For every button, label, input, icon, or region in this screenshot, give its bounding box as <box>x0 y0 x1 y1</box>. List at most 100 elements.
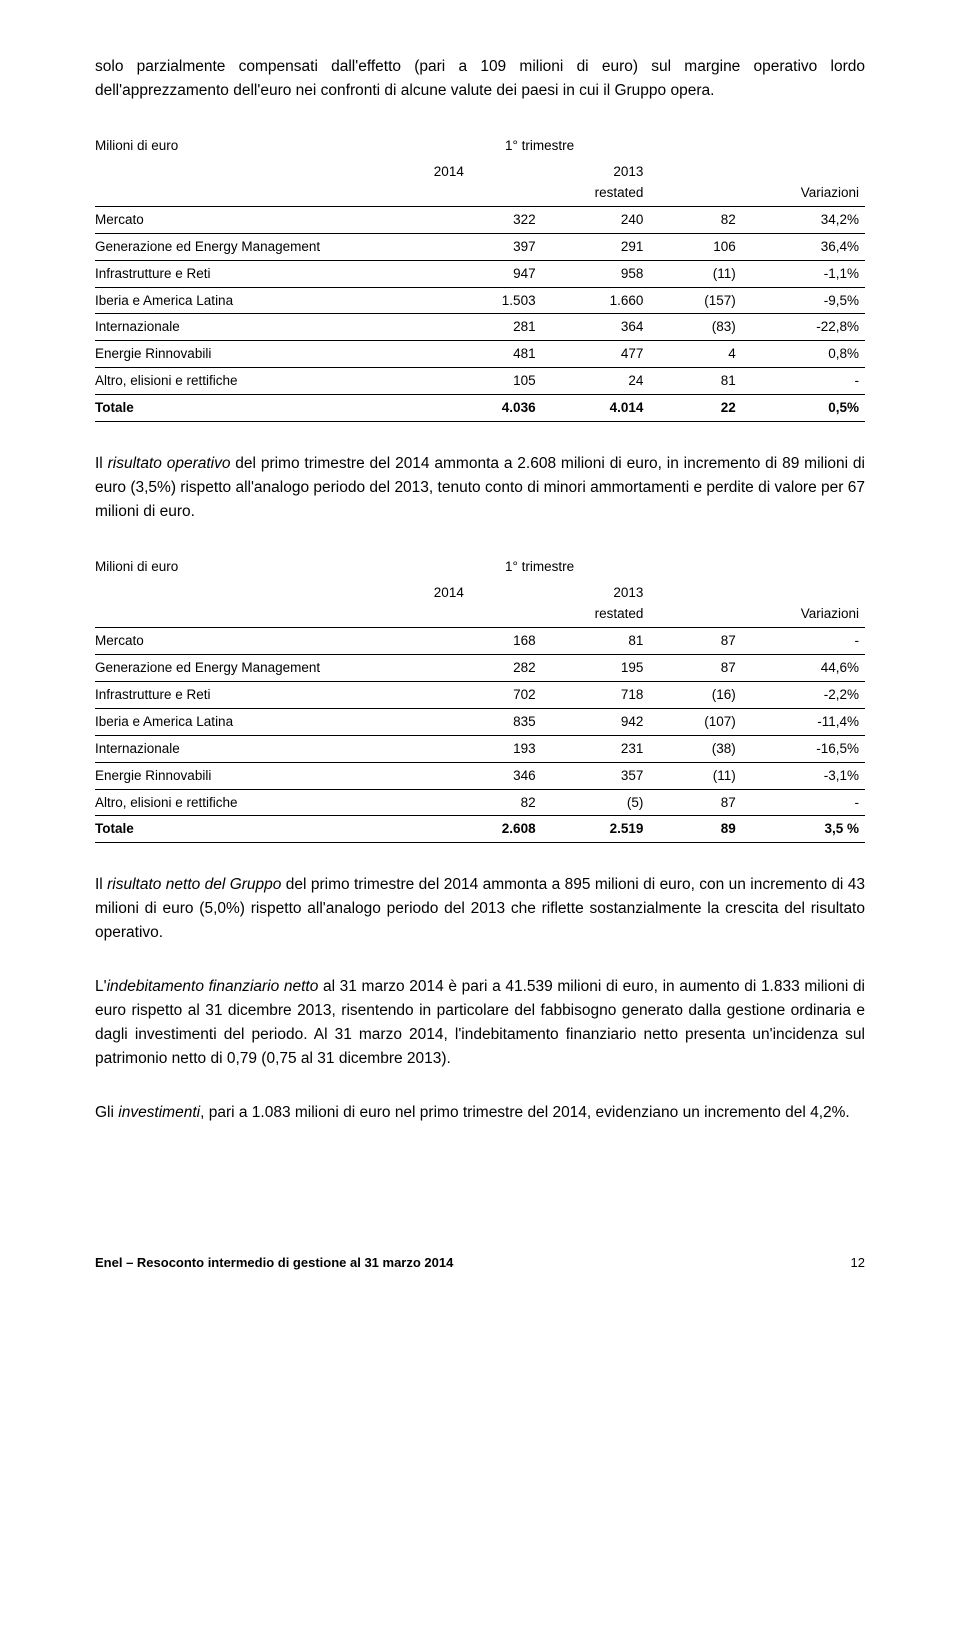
cell-value: 4.014 <box>542 395 650 422</box>
cell-value: - <box>742 368 865 395</box>
table-header-var: Variazioni <box>742 554 865 627</box>
table-header-period: 1° trimestre <box>434 554 650 580</box>
table-row: Mercato1688187- <box>95 627 865 654</box>
table-header-2013-a: 2013 <box>613 585 643 600</box>
cell-value: 322 <box>434 206 542 233</box>
cell-value: -11,4% <box>742 708 865 735</box>
cell-value: 357 <box>542 762 650 789</box>
cell-value: (11) <box>649 762 741 789</box>
cell-value: (16) <box>649 681 741 708</box>
table-header-blank <box>649 133 741 206</box>
table-header-left: Milioni di euro <box>95 554 434 627</box>
table-header-2014: 2014 <box>434 580 542 627</box>
cell-value: 346 <box>434 762 542 789</box>
cell-value: -3,1% <box>742 762 865 789</box>
cell-label: Mercato <box>95 627 434 654</box>
cell-value: 1.503 <box>434 287 542 314</box>
table-header-period: 1° trimestre <box>434 133 650 159</box>
table-row: Internazionale193231(38)-16,5% <box>95 735 865 762</box>
cell-value: 22 <box>649 395 741 422</box>
table-header-blank <box>649 554 741 627</box>
cell-value: 0,5% <box>742 395 865 422</box>
cell-label: Iberia e America Latina <box>95 287 434 314</box>
cell-value: 0,8% <box>742 341 865 368</box>
cell-value: 282 <box>434 654 542 681</box>
table-risultato-operativo: Milioni di euro 1° trimestre Variazioni … <box>95 554 865 843</box>
table-row: Infrastrutture e Reti947958(11)-1,1% <box>95 260 865 287</box>
cell-value: 231 <box>542 735 650 762</box>
cell-label: Energie Rinnovabili <box>95 762 434 789</box>
text-fragment: Gli <box>95 1104 118 1121</box>
table-row: Infrastrutture e Reti702718(16)-2,2% <box>95 681 865 708</box>
cell-value: 4.036 <box>434 395 542 422</box>
cell-value: - <box>742 627 865 654</box>
text-fragment: Il <box>95 876 107 893</box>
table-row: Internazionale281364(83)-22,8% <box>95 314 865 341</box>
table-header-var: Variazioni <box>742 133 865 206</box>
table-header-2013: 2013 restated <box>542 159 650 206</box>
cell-value: -22,8% <box>742 314 865 341</box>
cell-value: 106 <box>649 233 741 260</box>
table-header-2013-b: restated <box>595 185 644 200</box>
cell-value: 240 <box>542 206 650 233</box>
cell-value: 81 <box>542 627 650 654</box>
cell-value: 2.519 <box>542 816 650 843</box>
table-header-2013-b: restated <box>595 606 644 621</box>
cell-label: Infrastrutture e Reti <box>95 681 434 708</box>
paragraph-indebitamento: L'indebitamento finanziario netto al 31 … <box>95 975 865 1071</box>
cell-value: 87 <box>649 627 741 654</box>
cell-value: 702 <box>434 681 542 708</box>
paragraph-investimenti: Gli investimenti, pari a 1.083 milioni d… <box>95 1101 865 1125</box>
table-ebitda: Milioni di euro 1° trimestre Variazioni … <box>95 133 865 422</box>
cell-value: (107) <box>649 708 741 735</box>
cell-value: 87 <box>649 789 741 816</box>
cell-value: 291 <box>542 233 650 260</box>
cell-value: 82 <box>649 206 741 233</box>
cell-value: 4 <box>649 341 741 368</box>
table-row: Energie Rinnovabili48147740,8% <box>95 341 865 368</box>
cell-value: 44,6% <box>742 654 865 681</box>
table-row: Energie Rinnovabili346357(11)-3,1% <box>95 762 865 789</box>
text-fragment: Il <box>95 455 108 472</box>
footer-title: Enel – Resoconto intermedio di gestione … <box>95 1255 453 1270</box>
cell-value: 105 <box>434 368 542 395</box>
cell-value: 89 <box>649 816 741 843</box>
cell-label: Infrastrutture e Reti <box>95 260 434 287</box>
cell-label: Altro, elisioni e rettifiche <box>95 789 434 816</box>
paragraph-risultato-operativo: Il risultato operativo del primo trimest… <box>95 452 865 524</box>
cell-label: Iberia e America Latina <box>95 708 434 735</box>
cell-value: 34,2% <box>742 206 865 233</box>
table-row: Altro, elisioni e rettifiche82(5)87- <box>95 789 865 816</box>
cell-value: - <box>742 789 865 816</box>
cell-label: Generazione ed Energy Management <box>95 233 434 260</box>
cell-value: 24 <box>542 368 650 395</box>
cell-value: 947 <box>434 260 542 287</box>
cell-value: (38) <box>649 735 741 762</box>
cell-value: 481 <box>434 341 542 368</box>
cell-value: -9,5% <box>742 287 865 314</box>
cell-value: 2.608 <box>434 816 542 843</box>
table-header-2014: 2014 <box>434 159 542 206</box>
cell-value: 82 <box>434 789 542 816</box>
italic-term: risultato operativo <box>108 455 231 472</box>
table-row: Generazione ed Energy Management28219587… <box>95 654 865 681</box>
table-total-row: Totale4.0364.014220,5% <box>95 395 865 422</box>
cell-value: 718 <box>542 681 650 708</box>
page-number: 12 <box>851 1255 865 1270</box>
table-header-2013-a: 2013 <box>613 164 643 179</box>
cell-label: Internazionale <box>95 735 434 762</box>
cell-value: -2,2% <box>742 681 865 708</box>
table-header-2013: 2013 restated <box>542 580 650 627</box>
text-fragment: , pari a 1.083 milioni di euro nel primo… <box>200 1104 850 1121</box>
cell-value: (5) <box>542 789 650 816</box>
cell-value: 193 <box>434 735 542 762</box>
italic-term: investimenti <box>118 1104 200 1121</box>
cell-label: Generazione ed Energy Management <box>95 654 434 681</box>
cell-value: 942 <box>542 708 650 735</box>
italic-term: indebitamento finanziario netto <box>107 978 319 995</box>
cell-value: (83) <box>649 314 741 341</box>
cell-value: 477 <box>542 341 650 368</box>
page-footer: Enel – Resoconto intermedio di gestione … <box>0 1195 960 1300</box>
cell-value: (11) <box>649 260 741 287</box>
cell-value: 364 <box>542 314 650 341</box>
